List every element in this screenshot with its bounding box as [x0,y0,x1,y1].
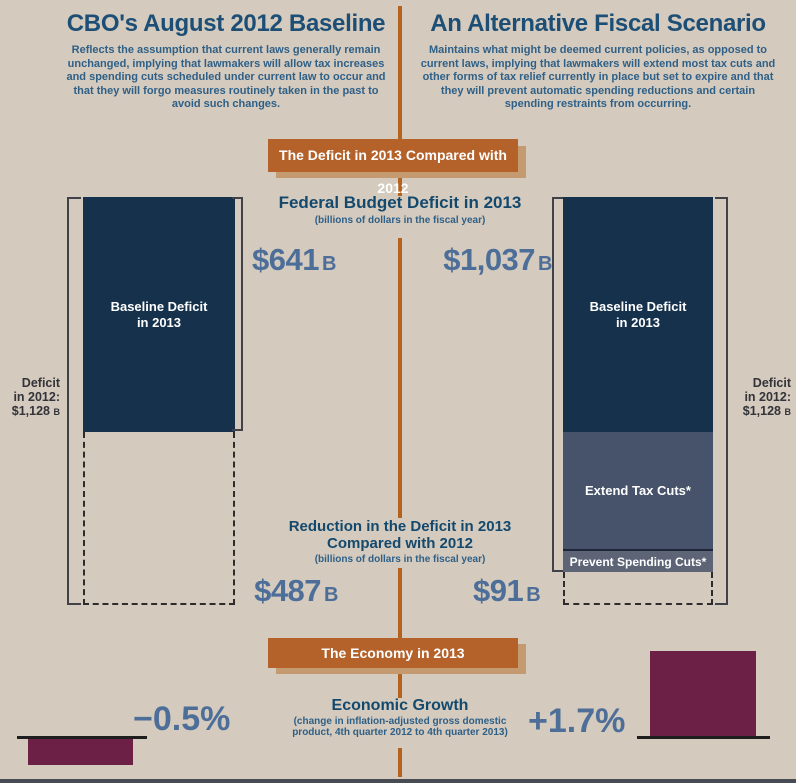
alternative-description: Maintains what might be deemed current p… [420,44,776,110]
baseline-2013-bracket [232,197,243,431]
alternative-deficit-2012-label: Deficit in 2012: $1,128 B [742,376,791,418]
deficit-heading-subtext: (billions of dollars in the fiscal year) [314,215,486,226]
alternative-2012-bracket [715,197,728,605]
prevent-spending-cuts-segment: Prevent Spending Cuts* [563,549,713,572]
alternative-growth-zero-line [637,736,770,739]
alternative-growth-bar [650,651,756,737]
bottom-edge-strip [0,779,796,783]
economic-growth-heading: Economic Growth [331,697,469,714]
baseline-deficit-2012-label: Deficit in 2012: $1,128 B [11,376,60,418]
baseline-description: Reflects the assumption that current law… [66,44,386,110]
baseline-bar-label: Baseline Deficit in 2013 [110,298,208,330]
center-divider-segment [398,6,402,139]
deficit-banner: The Deficit in 2013 Compared with 2012 [268,139,518,196]
center-divider-segment [398,172,402,196]
center-divider-segment [398,568,402,638]
center-divider-segment [398,748,402,777]
reduction-heading: Reduction in the Deficit in 2013 Compare… [288,518,512,552]
center-divider-segment [398,238,402,518]
baseline-deficit-value: $641 B [252,242,336,277]
alternative-growth-value: +1.7% [528,702,626,740]
baseline-header: CBO's August 2012 Baseline Reflects the … [58,10,394,112]
alternative-2013-bracket [552,197,563,572]
alternative-reduction-value: $91 B [473,573,541,608]
center-divider-segment [398,671,402,698]
alternative-deficit-value: $1,037 B [443,242,552,277]
extend-tax-cuts-segment: Extend Tax Cuts* [563,432,713,549]
baseline-growth-zero-line [17,736,147,739]
alternative-header: An Alternative Fiscal Scenario Maintains… [412,10,784,112]
baseline-growth-value: −0.5% [133,700,231,738]
baseline-title: CBO's August 2012 Baseline [66,10,386,37]
baseline-2012-bracket [67,197,81,605]
deficit-heading: Federal Budget Deficit in 2013 [278,193,522,212]
reduction-heading-subtext: (billions of dollars in the fiscal year) [314,554,486,565]
alternative-bar-label: Baseline Deficit in 2013 [589,298,687,330]
baseline-reduction-dashed-box [83,432,235,605]
alternative-baseline-deficit-segment: Baseline Deficit in 2013 [563,197,713,432]
alternative-reduction-dashed-box [563,572,713,605]
baseline-reduction-value: $487 B [254,573,338,608]
baseline-deficit-bar: Baseline Deficit in 2013 [83,197,235,432]
economic-growth-subtext: (change in inflation-adjusted gross dome… [292,716,508,738]
baseline-growth-bar [28,739,133,765]
economy-banner: The Economy in 2013 [268,638,518,668]
alternative-title: An Alternative Fiscal Scenario [430,10,766,37]
